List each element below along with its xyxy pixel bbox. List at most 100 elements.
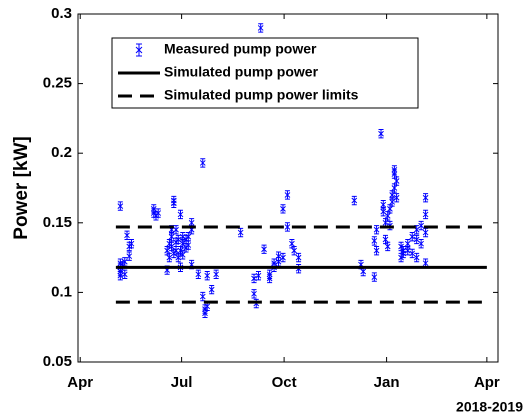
data-point bbox=[128, 239, 135, 249]
data-point bbox=[202, 308, 208, 318]
data-point bbox=[179, 250, 186, 260]
marker bbox=[150, 206, 157, 212]
marker bbox=[188, 219, 195, 226]
marker bbox=[389, 199, 396, 205]
data-point bbox=[261, 244, 267, 254]
marker bbox=[393, 178, 400, 184]
marker bbox=[291, 247, 297, 254]
marker bbox=[168, 243, 175, 250]
data-point bbox=[400, 245, 407, 256]
marker bbox=[155, 210, 162, 216]
data-point bbox=[391, 169, 398, 179]
data-point bbox=[155, 208, 162, 218]
data-point bbox=[384, 211, 391, 221]
data-point bbox=[404, 239, 411, 249]
legend-label: Simulated pump power limits bbox=[164, 87, 359, 103]
marker bbox=[284, 192, 291, 198]
data-point bbox=[195, 269, 202, 279]
marker bbox=[166, 254, 173, 261]
data-point bbox=[175, 234, 182, 245]
data-point bbox=[280, 204, 286, 214]
data-point bbox=[373, 225, 380, 235]
data-point bbox=[371, 272, 378, 282]
marker bbox=[257, 25, 264, 31]
marker bbox=[128, 240, 135, 247]
data-point bbox=[185, 232, 192, 242]
marker bbox=[275, 253, 282, 260]
y-tick-label: 0.1 bbox=[51, 283, 72, 300]
x-tick-label: Apr bbox=[474, 374, 500, 391]
marker bbox=[422, 211, 429, 218]
data-point bbox=[422, 193, 429, 203]
marker bbox=[202, 310, 208, 317]
marker bbox=[384, 212, 391, 219]
data-point bbox=[351, 195, 358, 206]
data-point bbox=[173, 225, 179, 235]
data-point bbox=[371, 236, 378, 246]
legend-label: Measured pump power bbox=[164, 41, 317, 57]
y-tick-label: 0.25 bbox=[43, 75, 72, 92]
data-point bbox=[291, 245, 297, 256]
marker bbox=[204, 303, 211, 310]
marker bbox=[179, 240, 186, 247]
marker bbox=[121, 271, 128, 278]
marker bbox=[371, 238, 378, 244]
marker bbox=[280, 206, 286, 212]
data-point bbox=[413, 252, 420, 263]
y-tick-label: 0.15 bbox=[43, 214, 72, 231]
data-point bbox=[266, 269, 273, 279]
marker bbox=[204, 272, 211, 279]
marker bbox=[373, 226, 380, 233]
marker bbox=[382, 219, 389, 226]
marker bbox=[164, 247, 170, 254]
marker bbox=[295, 254, 302, 261]
data-point bbox=[166, 252, 173, 263]
marker bbox=[121, 258, 128, 265]
data-point bbox=[255, 271, 262, 281]
data-point bbox=[418, 239, 424, 249]
marker bbox=[126, 253, 133, 260]
marker bbox=[387, 206, 393, 212]
marker bbox=[175, 236, 182, 243]
data-point bbox=[295, 252, 302, 263]
x-tick-label: Jul bbox=[171, 374, 193, 391]
data-point bbox=[183, 234, 189, 245]
marker bbox=[378, 130, 384, 137]
marker bbox=[409, 250, 416, 257]
legend-box bbox=[111, 37, 419, 109]
marker bbox=[418, 240, 424, 247]
legend: Measured pump power Simulated pump power S… bbox=[111, 37, 419, 109]
marker bbox=[261, 246, 267, 253]
marker bbox=[391, 171, 398, 177]
data-point bbox=[373, 245, 380, 256]
marker bbox=[280, 254, 286, 261]
x-tick-label: Apr bbox=[67, 374, 93, 391]
data-point bbox=[284, 222, 291, 232]
data-point bbox=[204, 271, 211, 281]
marker bbox=[173, 226, 179, 233]
x-tick-label: Jan bbox=[374, 374, 400, 391]
data-point bbox=[393, 176, 400, 186]
data-point bbox=[387, 204, 393, 214]
data-point bbox=[199, 158, 206, 168]
marker bbox=[284, 224, 291, 230]
marker bbox=[255, 272, 262, 279]
data-point bbox=[393, 193, 400, 203]
data-point bbox=[170, 195, 177, 206]
marker bbox=[384, 243, 391, 250]
marker bbox=[208, 286, 215, 293]
data-point bbox=[418, 220, 424, 231]
marker bbox=[289, 240, 295, 247]
data-point bbox=[251, 273, 257, 284]
marker bbox=[251, 275, 257, 282]
marker bbox=[380, 208, 387, 215]
marker bbox=[373, 247, 380, 254]
marker bbox=[251, 290, 257, 297]
data-point bbox=[208, 284, 215, 295]
marker bbox=[351, 197, 358, 204]
data-point bbox=[413, 234, 420, 245]
marker bbox=[199, 160, 206, 166]
data-point bbox=[380, 206, 387, 217]
marker bbox=[371, 274, 378, 280]
